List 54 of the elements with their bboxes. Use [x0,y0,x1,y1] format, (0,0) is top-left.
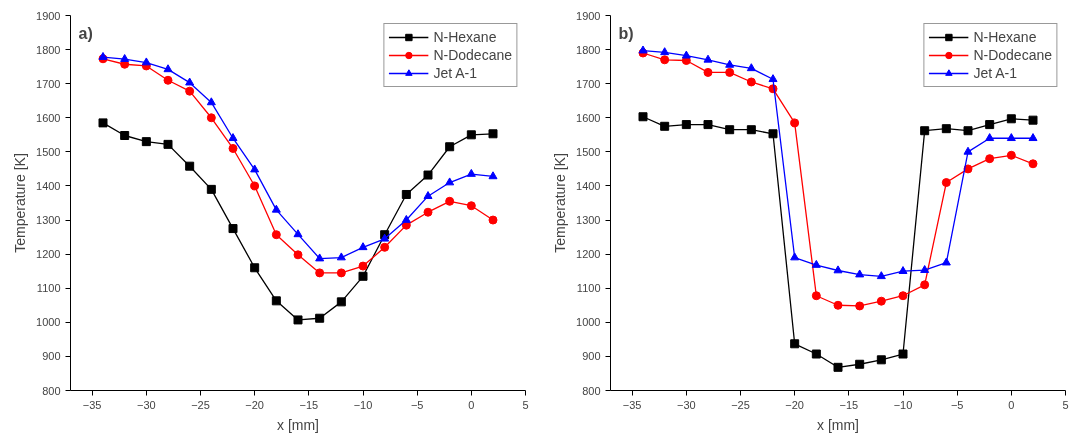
x-axis-title: x [mm] [817,416,859,433]
x-tick-label: 5 [1062,398,1069,411]
legend-label: Jet A-1 [433,64,477,82]
x-tick-label: −10 [353,398,373,411]
y-tick-label: 1100 [576,282,601,295]
y-tick-label: 1200 [576,248,601,261]
y-tick-label: 1800 [576,43,601,56]
y-tick-label: 1700 [36,77,61,90]
y-tick-label: 1400 [36,179,61,192]
x-tick-label: −5 [410,398,424,411]
y-tick-label: 1900 [576,9,601,22]
y-tick-label: 1300 [36,214,61,227]
x-tick-label: −15 [299,398,319,411]
text: b) [618,24,634,42]
y-tick-label: 800 [42,384,61,397]
x-tick-label: −30 [137,398,156,411]
x-tick-label: −25 [731,398,750,411]
y-tick-label: 1700 [576,77,601,90]
y-tick-label: 1100 [36,282,61,295]
x-tick-label: −35 [82,398,102,411]
y-tick-label: 1800 [36,43,61,56]
text: a) [78,24,93,42]
y-tick-label: 1200 [36,248,61,261]
legend-label: N-Hexane [973,28,1037,46]
x-tick-label: 0 [468,398,475,411]
y-tick-label: 1000 [36,316,61,329]
y-tick-label: 900 [42,350,61,363]
y-tick-label: 1600 [36,111,61,124]
x-tick-label: −10 [893,398,913,411]
x-tick-label: −35 [622,398,642,411]
x-tick-label: −20 [785,398,805,411]
legend-label: Jet A-1 [973,64,1017,82]
x-tick-label: −30 [677,398,696,411]
x-tick-label: −20 [245,398,265,411]
y-tick-label: 1500 [576,145,601,158]
y-tick-label: 1900 [36,9,61,22]
y-axis-title: Temperature [K] [12,153,29,253]
legend-label: N-Hexane [433,28,497,46]
y-axis-title: Temperature [K] [552,153,569,253]
y-tick-label: 1600 [576,111,601,124]
x-tick-label: −5 [950,398,964,411]
x-tick-label: −15 [839,398,859,411]
y-tick-label: 1000 [576,316,601,329]
y-tick-label: 800 [582,384,601,397]
legend-label: N-Dodecane [433,46,512,64]
y-tick-label: 900 [582,350,601,363]
x-tick-label: 0 [1008,398,1015,411]
x-tick-label: 5 [522,398,529,411]
x-tick-label: −25 [191,398,210,411]
y-tick-label: 1400 [576,179,601,192]
legend-label: N-Dodecane [973,46,1052,64]
x-axis-title: x [mm] [277,416,319,433]
y-tick-label: 1300 [576,214,601,227]
y-tick-label: 1500 [36,145,61,158]
